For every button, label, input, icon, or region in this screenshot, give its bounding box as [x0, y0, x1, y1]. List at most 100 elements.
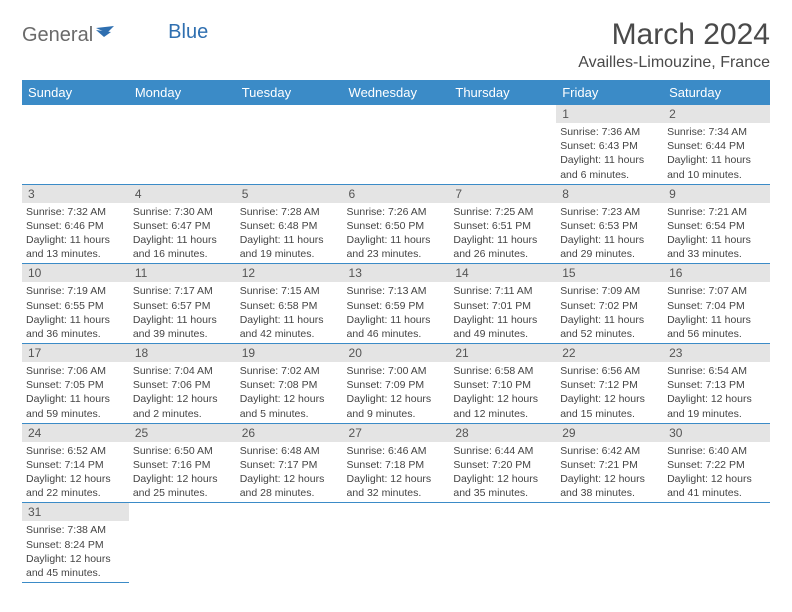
day-number: 20: [343, 344, 450, 362]
calendar-cell: 29Sunrise: 6:42 AMSunset: 7:21 PMDayligh…: [556, 423, 663, 503]
calendar-cell: 1Sunrise: 7:36 AMSunset: 6:43 PMDaylight…: [556, 105, 663, 184]
sunset-line: Sunset: 7:13 PM: [667, 378, 766, 392]
day-body: Sunrise: 6:50 AMSunset: 7:16 PMDaylight:…: [129, 442, 236, 503]
day-number: 21: [449, 344, 556, 362]
calendar-cell: 15Sunrise: 7:09 AMSunset: 7:02 PMDayligh…: [556, 264, 663, 344]
sunset-line: Sunset: 7:09 PM: [347, 378, 446, 392]
daylight-line: Daylight: 11 hours and 26 minutes.: [453, 233, 552, 261]
calendar-cell: 24Sunrise: 6:52 AMSunset: 7:14 PMDayligh…: [22, 423, 129, 503]
calendar-cell: 6Sunrise: 7:26 AMSunset: 6:50 PMDaylight…: [343, 184, 450, 264]
logo-text-blue: Blue: [168, 21, 208, 44]
daylight-line: Daylight: 12 hours and 19 minutes.: [667, 392, 766, 420]
daylight-line: Daylight: 12 hours and 32 minutes.: [347, 472, 446, 500]
calendar-cell: 12Sunrise: 7:15 AMSunset: 6:58 PMDayligh…: [236, 264, 343, 344]
calendar-cell: 11Sunrise: 7:17 AMSunset: 6:57 PMDayligh…: [129, 264, 236, 344]
day-number: 31: [22, 503, 129, 521]
sunrise-line: Sunrise: 7:02 AM: [240, 364, 339, 378]
day-body: Sunrise: 7:38 AMSunset: 8:24 PMDaylight:…: [22, 521, 129, 582]
calendar-cell: 27Sunrise: 6:46 AMSunset: 7:18 PMDayligh…: [343, 423, 450, 503]
calendar-cell: 18Sunrise: 7:04 AMSunset: 7:06 PMDayligh…: [129, 344, 236, 424]
sunrise-line: Sunrise: 6:52 AM: [26, 444, 125, 458]
day-number: 5: [236, 185, 343, 203]
daylight-line: Daylight: 12 hours and 12 minutes.: [453, 392, 552, 420]
calendar-cell: 16Sunrise: 7:07 AMSunset: 7:04 PMDayligh…: [663, 264, 770, 344]
daylight-line: Daylight: 12 hours and 45 minutes.: [26, 552, 125, 580]
day-header: Monday: [129, 80, 236, 105]
calendar-cell: 17Sunrise: 7:06 AMSunset: 7:05 PMDayligh…: [22, 344, 129, 424]
day-body: Sunrise: 7:15 AMSunset: 6:58 PMDaylight:…: [236, 282, 343, 343]
sunset-line: Sunset: 7:20 PM: [453, 458, 552, 472]
calendar-cell: 8Sunrise: 7:23 AMSunset: 6:53 PMDaylight…: [556, 184, 663, 264]
daylight-line: Daylight: 12 hours and 25 minutes.: [133, 472, 232, 500]
day-number: 11: [129, 264, 236, 282]
day-body: Sunrise: 6:54 AMSunset: 7:13 PMDaylight:…: [663, 362, 770, 423]
daylight-line: Daylight: 12 hours and 5 minutes.: [240, 392, 339, 420]
day-body: Sunrise: 6:48 AMSunset: 7:17 PMDaylight:…: [236, 442, 343, 503]
day-body: Sunrise: 7:00 AMSunset: 7:09 PMDaylight:…: [343, 362, 450, 423]
sunrise-line: Sunrise: 7:06 AM: [26, 364, 125, 378]
daylight-line: Daylight: 11 hours and 46 minutes.: [347, 313, 446, 341]
calendar-cell: 31Sunrise: 7:38 AMSunset: 8:24 PMDayligh…: [22, 503, 129, 583]
day-body: Sunrise: 7:34 AMSunset: 6:44 PMDaylight:…: [663, 123, 770, 184]
day-body: Sunrise: 7:25 AMSunset: 6:51 PMDaylight:…: [449, 203, 556, 264]
header: General Blue March 2024 Availles-Limouzi…: [22, 18, 770, 72]
sunrise-line: Sunrise: 6:48 AM: [240, 444, 339, 458]
calendar-row: 1Sunrise: 7:36 AMSunset: 6:43 PMDaylight…: [22, 105, 770, 184]
day-number: 16: [663, 264, 770, 282]
day-number: 14: [449, 264, 556, 282]
sunrise-line: Sunrise: 7:30 AM: [133, 205, 232, 219]
day-header: Friday: [556, 80, 663, 105]
calendar-cell: 20Sunrise: 7:00 AMSunset: 7:09 PMDayligh…: [343, 344, 450, 424]
day-body: Sunrise: 7:23 AMSunset: 6:53 PMDaylight:…: [556, 203, 663, 264]
sunset-line: Sunset: 6:44 PM: [667, 139, 766, 153]
day-number: 8: [556, 185, 663, 203]
daylight-line: Daylight: 11 hours and 13 minutes.: [26, 233, 125, 261]
day-number: 30: [663, 424, 770, 442]
day-body: Sunrise: 7:36 AMSunset: 6:43 PMDaylight:…: [556, 123, 663, 184]
sunrise-line: Sunrise: 7:32 AM: [26, 205, 125, 219]
sunrise-line: Sunrise: 6:54 AM: [667, 364, 766, 378]
sunset-line: Sunset: 7:17 PM: [240, 458, 339, 472]
title-block: March 2024 Availles-Limouzine, France: [578, 18, 770, 72]
calendar-cell: [343, 105, 450, 184]
sunset-line: Sunset: 7:10 PM: [453, 378, 552, 392]
day-number: 28: [449, 424, 556, 442]
sunset-line: Sunset: 6:46 PM: [26, 219, 125, 233]
sunset-line: Sunset: 6:55 PM: [26, 299, 125, 313]
sunrise-line: Sunrise: 7:11 AM: [453, 284, 552, 298]
calendar-cell: 30Sunrise: 6:40 AMSunset: 7:22 PMDayligh…: [663, 423, 770, 503]
sunrise-line: Sunrise: 7:34 AM: [667, 125, 766, 139]
sunrise-line: Sunrise: 7:38 AM: [26, 523, 125, 537]
daylight-line: Daylight: 12 hours and 9 minutes.: [347, 392, 446, 420]
day-number: 17: [22, 344, 129, 362]
day-body: Sunrise: 6:52 AMSunset: 7:14 PMDaylight:…: [22, 442, 129, 503]
day-body: Sunrise: 7:06 AMSunset: 7:05 PMDaylight:…: [22, 362, 129, 423]
daylight-line: Daylight: 11 hours and 59 minutes.: [26, 392, 125, 420]
daylight-line: Daylight: 11 hours and 56 minutes.: [667, 313, 766, 341]
day-number: 2: [663, 105, 770, 123]
sunset-line: Sunset: 6:43 PM: [560, 139, 659, 153]
daylight-line: Daylight: 12 hours and 15 minutes.: [560, 392, 659, 420]
day-number: 6: [343, 185, 450, 203]
calendar-cell: 26Sunrise: 6:48 AMSunset: 7:17 PMDayligh…: [236, 423, 343, 503]
daylight-line: Daylight: 12 hours and 28 minutes.: [240, 472, 339, 500]
sunset-line: Sunset: 7:01 PM: [453, 299, 552, 313]
day-number: 19: [236, 344, 343, 362]
day-body: Sunrise: 7:30 AMSunset: 6:47 PMDaylight:…: [129, 203, 236, 264]
daylight-line: Daylight: 11 hours and 6 minutes.: [560, 153, 659, 181]
daylight-line: Daylight: 12 hours and 41 minutes.: [667, 472, 766, 500]
sunrise-line: Sunrise: 7:04 AM: [133, 364, 232, 378]
sunrise-line: Sunrise: 6:44 AM: [453, 444, 552, 458]
sunrise-line: Sunrise: 7:23 AM: [560, 205, 659, 219]
sunset-line: Sunset: 6:48 PM: [240, 219, 339, 233]
sunset-line: Sunset: 6:47 PM: [133, 219, 232, 233]
sunset-line: Sunset: 8:24 PM: [26, 538, 125, 552]
day-number: 18: [129, 344, 236, 362]
day-body: Sunrise: 7:28 AMSunset: 6:48 PMDaylight:…: [236, 203, 343, 264]
day-number: 7: [449, 185, 556, 203]
calendar-cell: 7Sunrise: 7:25 AMSunset: 6:51 PMDaylight…: [449, 184, 556, 264]
sunrise-line: Sunrise: 7:28 AM: [240, 205, 339, 219]
calendar-cell: 4Sunrise: 7:30 AMSunset: 6:47 PMDaylight…: [129, 184, 236, 264]
sunrise-line: Sunrise: 6:58 AM: [453, 364, 552, 378]
sunrise-line: Sunrise: 6:50 AM: [133, 444, 232, 458]
